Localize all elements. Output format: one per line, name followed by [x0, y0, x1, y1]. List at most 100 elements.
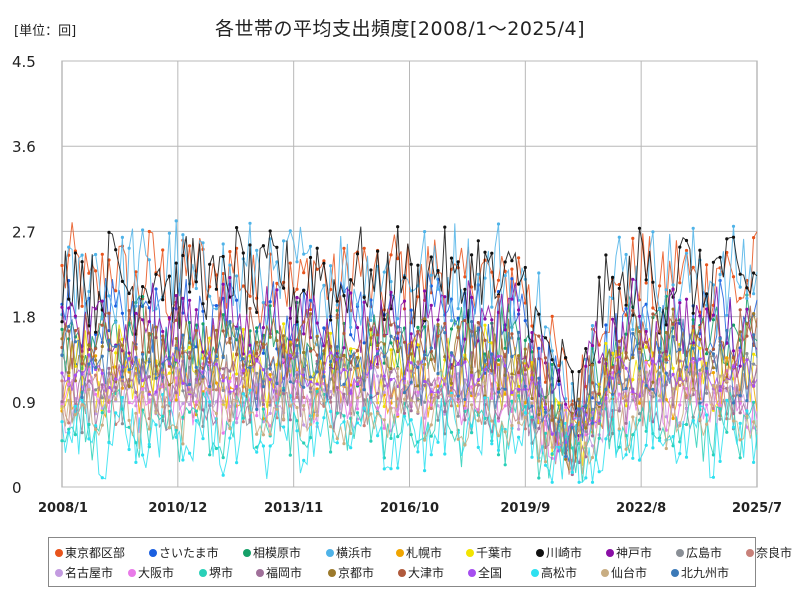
data-point — [470, 295, 474, 299]
data-point — [752, 384, 756, 388]
data-point — [664, 288, 668, 292]
data-point — [80, 403, 84, 407]
data-point — [194, 280, 198, 284]
data-point — [597, 401, 601, 405]
data-point — [355, 411, 360, 415]
data-point — [517, 354, 521, 358]
data-point — [698, 314, 702, 318]
data-point — [141, 390, 145, 394]
data-point — [214, 307, 218, 311]
data-point — [698, 417, 702, 421]
data-point — [329, 264, 333, 268]
data-point — [671, 416, 675, 421]
data-point — [268, 229, 272, 233]
data-point — [107, 230, 111, 234]
data-point — [523, 368, 527, 372]
data-point — [745, 352, 749, 356]
data-point — [658, 307, 662, 312]
data-point — [228, 250, 232, 254]
data-point — [261, 402, 265, 407]
data-point — [470, 253, 474, 257]
data-point — [208, 262, 212, 266]
data-point — [463, 275, 467, 279]
data-point — [409, 433, 413, 437]
data-point — [201, 241, 205, 245]
data-point — [597, 392, 601, 396]
data-point — [308, 390, 313, 394]
legend-marker — [128, 568, 136, 577]
data-point — [731, 275, 736, 279]
data-point — [221, 254, 225, 259]
data-point — [624, 386, 628, 391]
data-point — [67, 306, 71, 310]
data-point — [302, 441, 306, 445]
data-point — [221, 242, 225, 246]
series-line — [61, 220, 758, 445]
data-point — [564, 402, 568, 406]
legend-marker — [328, 568, 336, 577]
data-point — [349, 367, 353, 372]
legend-item: 高松市 — [531, 564, 577, 581]
data-point — [691, 265, 695, 269]
legend-marker — [243, 548, 251, 557]
data-point — [631, 309, 635, 313]
data-point — [564, 405, 568, 409]
data-point — [731, 401, 736, 405]
data-point — [188, 356, 192, 360]
data-point — [543, 356, 548, 360]
data-point — [322, 399, 326, 403]
data-point — [429, 453, 433, 457]
data-point — [362, 406, 366, 410]
data-point — [376, 374, 380, 378]
data-point — [510, 372, 514, 376]
data-point — [248, 354, 252, 358]
legend-item: 全国 — [468, 564, 502, 581]
legend-label: 札幌市 — [406, 546, 443, 560]
data-point — [718, 336, 722, 340]
data-point — [308, 422, 313, 426]
data-point — [302, 288, 306, 292]
data-point — [315, 334, 319, 338]
data-point — [87, 362, 91, 366]
data-point — [449, 381, 454, 385]
data-point — [698, 346, 702, 350]
data-point — [597, 407, 601, 411]
x-tick-label: 2010/12 — [148, 501, 207, 516]
data-point — [523, 427, 527, 431]
data-point — [315, 413, 319, 418]
data-point — [718, 374, 722, 378]
data-point — [389, 406, 393, 410]
data-point — [537, 476, 541, 480]
data-point — [738, 438, 742, 442]
data-point — [496, 354, 501, 358]
data-point — [228, 276, 232, 280]
legend-marker — [466, 548, 474, 557]
data-point — [221, 329, 225, 333]
data-point — [214, 355, 218, 359]
data-point — [349, 333, 353, 337]
data-point — [295, 344, 299, 348]
data-point — [651, 387, 655, 391]
data-point — [194, 419, 198, 423]
data-point — [678, 376, 682, 381]
series-16 — [60, 294, 758, 455]
data-point — [503, 346, 507, 350]
data-point — [423, 353, 427, 357]
data-point — [167, 316, 171, 320]
data-point — [537, 346, 541, 350]
data-point — [114, 248, 118, 252]
data-point — [235, 298, 239, 302]
data-point — [510, 332, 514, 336]
data-point — [416, 295, 420, 299]
data-point — [429, 273, 433, 277]
data-point — [644, 278, 648, 282]
data-point — [584, 426, 588, 430]
data-point — [147, 300, 151, 304]
data-point — [87, 353, 91, 357]
data-point — [302, 332, 306, 336]
data-point — [154, 272, 158, 276]
data-point — [349, 403, 353, 407]
data-point — [60, 305, 64, 309]
data-point — [127, 368, 131, 372]
data-point — [510, 375, 514, 379]
